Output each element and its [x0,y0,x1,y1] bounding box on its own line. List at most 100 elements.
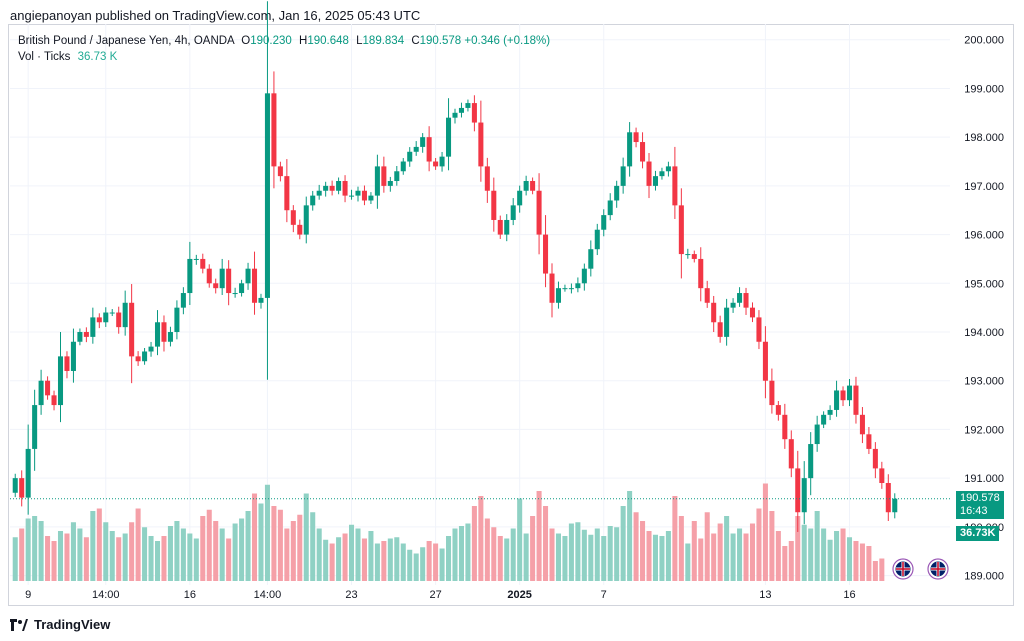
candle-body [361,190,367,201]
candle-body [135,356,141,362]
volume-bar [90,511,96,581]
volume-bar [426,541,432,581]
candle-body [769,380,775,406]
volume-bar [387,538,393,581]
candle-body [530,181,536,191]
volume-bar [51,541,57,581]
candlestick-chart[interactable]: 200.000 199.000 198.000 197.000 196.000 195.0… [0,0,1024,610]
volume-bar [775,531,781,581]
volume-bar [840,528,846,581]
candle-body [245,268,251,284]
candle-body [555,288,561,303]
candle-body [32,405,38,449]
time-tick-label: 13 [759,589,771,601]
time-tick-label: 14:00 [92,589,120,601]
candle-body [90,317,96,337]
volume-bar [452,528,458,581]
candle-body [226,268,232,294]
candle-body [853,385,859,415]
volume-bar [161,536,167,581]
price-tick-label: 198.000 [964,132,1004,144]
volume-bar [724,516,730,581]
volume-bar [290,521,296,581]
volume-bar [640,521,646,581]
candle-body [872,448,878,469]
candle-body [775,405,781,415]
candle-body [885,483,891,513]
price-tick-label: 197.000 [964,181,1004,193]
volume-bar [439,548,445,581]
time-tick-label: 14:00 [254,589,282,601]
candle-body [892,498,898,513]
candle-body [504,219,510,235]
volume-bar [122,533,128,581]
volume-bar [12,537,18,581]
volume-bar [303,493,309,581]
candle-body [323,185,329,191]
close-value: 190.578 [419,35,462,47]
volume-bar [801,524,807,581]
candle-body [814,424,820,445]
volume-bar [497,536,503,581]
time-tick-label: 7 [601,589,607,601]
candle-body [336,181,342,191]
candle-body [594,229,600,250]
volume-bar [45,536,51,581]
volume-bar [711,533,717,581]
candle-body [51,395,57,406]
volume-bar [795,516,801,581]
flag-icon-1[interactable] [892,558,914,580]
volume-bar [25,518,31,581]
volume-bar [788,541,794,581]
candle-body [737,293,743,303]
candle-body [620,166,626,186]
volume-bar [381,541,387,581]
flag-icon-2[interactable] [927,558,949,580]
time-axis: 9 14:00 16 14:00 23 27 2025 7 13 16 [25,589,856,601]
volume-bar [297,514,303,581]
chart-frame [8,24,1014,606]
candle-body [471,103,477,123]
volume-bar [581,529,587,581]
volume-bar [698,538,704,581]
price-tick-label: 192.000 [964,424,1004,436]
candle-body [795,468,801,513]
candle-body [536,190,542,235]
candle-body [303,205,309,235]
volume-bar [491,527,497,581]
volume-bar [808,528,814,581]
candle-body [64,356,70,371]
candle-body [568,288,574,290]
candle-body [724,307,730,337]
candle-body [523,181,529,191]
volume-bar [827,539,833,581]
volume-bar [355,528,361,581]
volume-bar [691,521,697,581]
publisher-line: angiepanoyan published on TradingView.co… [10,8,421,23]
candle-body [413,146,419,152]
candle-body [284,176,290,211]
footer-brand[interactable]: TradingView [10,617,110,632]
volume-bar [756,508,762,581]
volume-bar [853,541,859,581]
candle-body [407,151,413,162]
candle-body [45,380,51,396]
volume-bar [413,553,419,581]
candle-body [77,332,83,342]
volume-bar [232,523,238,581]
candle-body [743,293,749,308]
candle-body [232,293,238,295]
open-value: 190.230 [250,35,292,47]
volume-bar [814,511,820,581]
volume-bar [594,528,600,581]
candle-body [219,268,225,289]
candle-body [517,190,523,206]
candle-body [400,161,406,172]
volume-bar [678,516,684,581]
volume-bar [458,526,464,581]
volume-bar [821,528,827,581]
volume-bar [142,527,148,581]
volume-bar [471,506,477,581]
volume-bar [575,522,581,581]
high-value: 190.648 [307,35,349,47]
